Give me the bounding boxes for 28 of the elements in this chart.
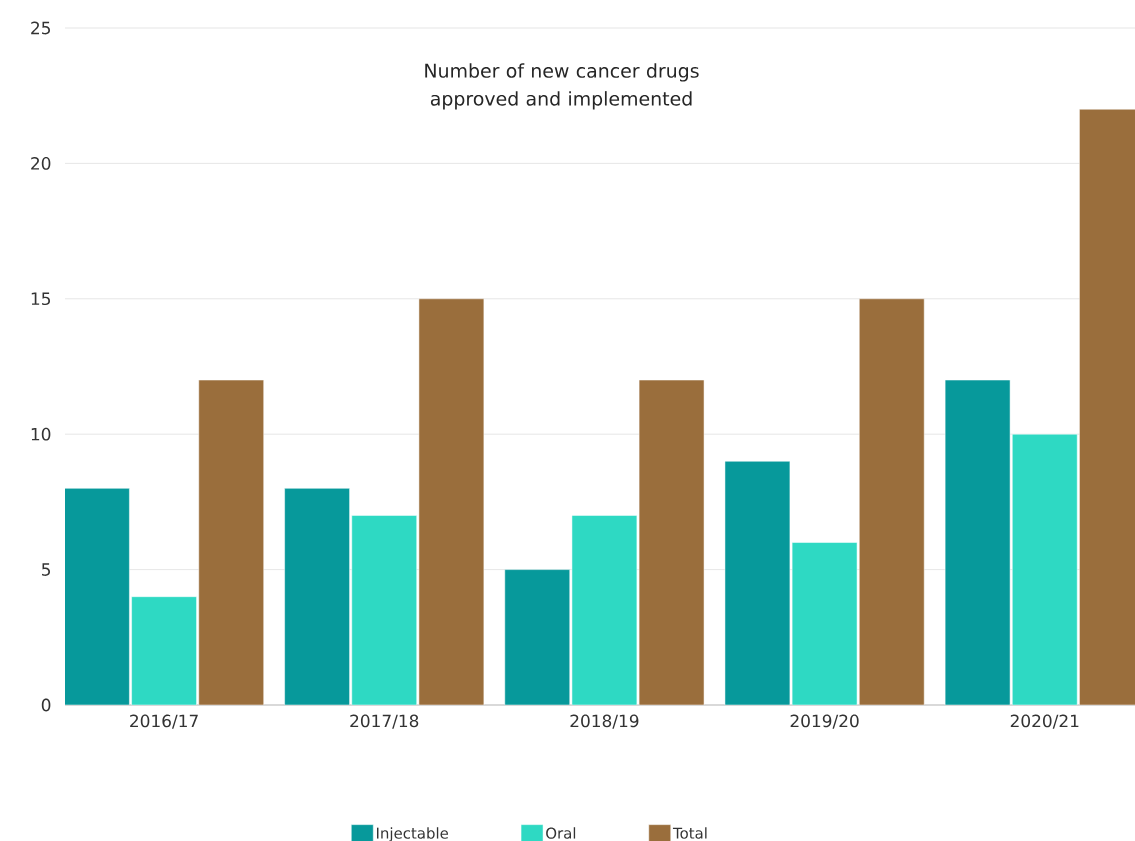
bar [65,488,130,705]
bar [571,515,638,705]
x-tick-label: 2018/19 [570,714,639,729]
bar [944,379,1011,705]
x-tick-label: 2019/20 [790,714,859,729]
bar [198,379,264,705]
bar [791,542,858,705]
bar [859,298,925,705]
bar [724,461,791,705]
y-tick-label: 0 [41,698,51,712]
bar [131,596,197,705]
y-tick-label: 10 [31,427,51,441]
y-tick-label: 25 [31,21,50,35]
bar [504,569,570,705]
legend-label: Total [672,827,707,839]
bar [418,298,485,705]
y-tick-label: 5 [42,563,50,576]
y-tick-label: 15 [31,292,50,306]
x-tick-label: 2020/21 [1010,714,1079,729]
legend-label: Oral [546,827,576,839]
x-tick-label: 2017/18 [350,714,419,729]
bar [284,488,350,705]
bar [638,379,705,705]
legend-label: Injectable [376,827,449,841]
y-tick-label: 20 [31,156,51,170]
x-tick-label: 2016/17 [130,714,198,729]
bar [351,515,417,705]
text: Number of new cancer drugs approved and implemented [425,63,699,110]
